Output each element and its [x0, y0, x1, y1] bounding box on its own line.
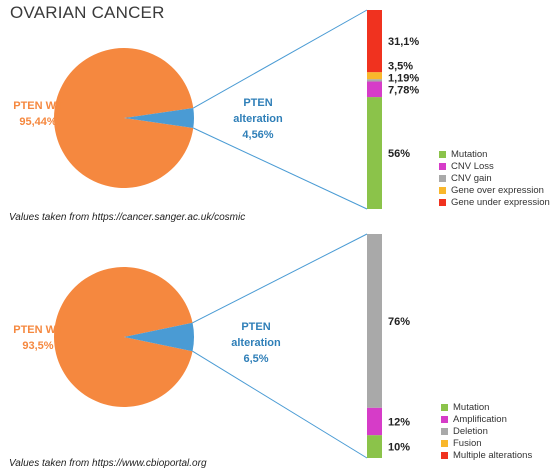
legend-label: Mutation: [453, 402, 489, 413]
legend-label: Multiple alterations: [453, 450, 532, 461]
legend-swatch: [441, 428, 448, 435]
pie-value-pten-wt: 93,5%: [22, 340, 53, 352]
bar-segment-mutation: [367, 435, 382, 458]
legend-label: Gene over expression: [451, 185, 544, 196]
pie-slice-pten-alteration: [124, 108, 194, 128]
legend-label: Amplification: [453, 414, 507, 425]
source-note-cbioportal: Values taken from https://www.cbioportal…: [9, 458, 207, 469]
pie-label-pten-alteration: PTEN: [243, 97, 272, 109]
bar-value-label: 10%: [388, 442, 410, 454]
pie-slice-pten-wt: [53, 47, 194, 189]
legend-swatch: [439, 187, 446, 194]
connector-line-bottom: [193, 127, 368, 210]
legend-swatch: [441, 452, 448, 459]
legend-label: Deletion: [453, 426, 488, 437]
bar-value-label: 56%: [388, 148, 410, 160]
bar-segment-mutation: [367, 97, 382, 209]
pie-label-pten-alteration: PTEN: [241, 321, 270, 333]
pie-slice-pten-wt: [54, 267, 193, 407]
pie-slice-pten-alteration: [124, 322, 195, 352]
bar-segment-deletion: [367, 234, 382, 408]
bar-segment-amplification: [367, 407, 382, 436]
pie-label-pten-wt: PTEN WT: [13, 100, 63, 112]
legend-swatch: [439, 175, 446, 182]
source-note-cosmic: Values taken from https://cancer.sanger.…: [9, 212, 246, 223]
pie-value-pten-wt: 95,44%: [19, 116, 57, 128]
legend-label: Gene under expression: [451, 197, 550, 208]
legend-swatch: [439, 163, 446, 170]
pie-label-pten-alteration: alteration: [233, 113, 283, 125]
bar-segment-gene-under-expression: [367, 10, 382, 73]
connector-line-top: [193, 9, 368, 109]
legend-swatch: [439, 199, 446, 206]
pie-label-pten-wt: PTEN WT: [13, 324, 63, 336]
legend-swatch: [441, 440, 448, 447]
legend-label: Mutation: [451, 149, 487, 160]
legend-swatch: [441, 416, 448, 423]
bar-value-label: 3,5%: [388, 60, 413, 72]
legend-swatch: [439, 151, 446, 158]
pie-value-pten-alteration: 4,56%: [242, 129, 273, 141]
pie-value-pten-alteration: 6,5%: [243, 353, 268, 365]
bar-segment-gene-over-expression: [367, 72, 382, 80]
legend-swatch: [441, 404, 448, 411]
bar-value-label: 1,19%: [388, 72, 419, 84]
bar-segment-cnv-gain: [367, 79, 382, 82]
pie-label-pten-alteration: alteration: [231, 337, 281, 349]
connector-line-top: [192, 233, 368, 324]
bar-value-label: 12%: [388, 416, 410, 428]
page-title: OVARIAN CANCER: [10, 3, 165, 22]
legend-label: CNV Loss: [451, 161, 494, 172]
bar-value-label: 7,78%: [388, 84, 419, 96]
legend-label: CNV gain: [451, 173, 492, 184]
bar-segment-cnv-loss: [367, 81, 382, 98]
legend-label: Fusion: [453, 438, 482, 449]
bar-value-label: 31,1%: [388, 36, 419, 48]
connector-line-bottom: [192, 350, 368, 459]
bar-value-label: 76%: [388, 316, 410, 328]
